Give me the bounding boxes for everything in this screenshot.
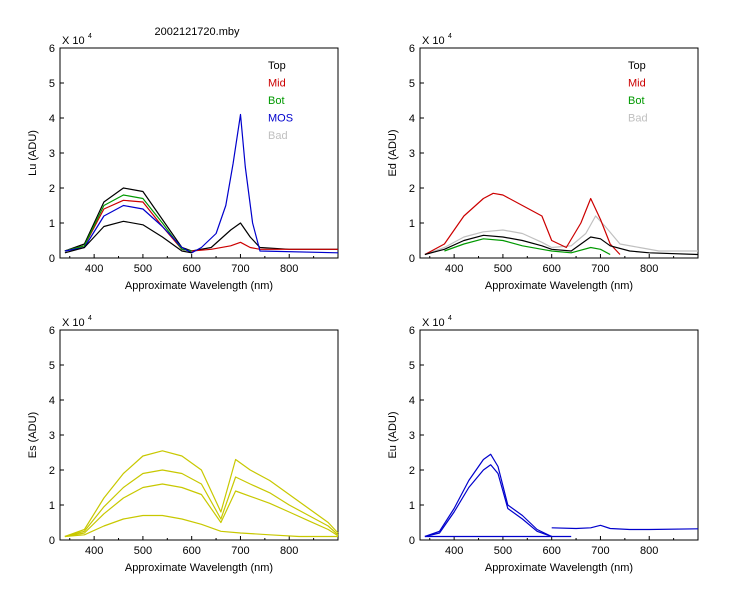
ed-exponent-label: X 10 bbox=[422, 35, 445, 47]
eu-y-tick-label: 5 bbox=[409, 360, 415, 372]
eu-series-line bbox=[551, 524, 699, 531]
ed-legend-entry: Top bbox=[628, 60, 646, 72]
lu-y-axis-label: Lu (ADU) bbox=[27, 130, 39, 176]
ed-y-tick-label: 2 bbox=[409, 183, 415, 195]
ed-exponent-power: 4 bbox=[448, 33, 452, 40]
lu-x-axis-label: Approximate Wavelength (nm) bbox=[125, 280, 273, 292]
ed-x-tick-label: 400 bbox=[445, 263, 463, 275]
lu-x-tick-label: 700 bbox=[231, 263, 249, 275]
es-y-axis-label: Es (ADU) bbox=[27, 412, 39, 458]
eu-y-tick-label: 1 bbox=[409, 500, 415, 512]
lu-x-tick-label: 600 bbox=[183, 263, 201, 275]
es-exponent-power: 4 bbox=[88, 315, 92, 322]
ed-x-tick-label: 700 bbox=[591, 263, 609, 275]
lu-exponent-power: 4 bbox=[88, 33, 92, 40]
es-series-line bbox=[64, 514, 338, 538]
es-x-tick-label: 600 bbox=[183, 545, 201, 557]
ed-y-tick-label: 5 bbox=[409, 78, 415, 90]
ed-series-line bbox=[424, 234, 699, 256]
ed-x-tick-label: 500 bbox=[494, 263, 512, 275]
eu-series-line bbox=[424, 453, 552, 538]
es-y-tick-label: 6 bbox=[49, 325, 55, 337]
lu-legend-entry: Top bbox=[268, 60, 286, 72]
eu-y-axis-label: Eu (ADU) bbox=[387, 411, 399, 458]
lu-legend-entry: Mid bbox=[268, 78, 286, 90]
es-x-tick-label: 500 bbox=[134, 545, 152, 557]
eu-x-tick-label: 800 bbox=[640, 545, 658, 557]
ed-y-axis-label: Ed (ADU) bbox=[387, 129, 399, 176]
es-x-tick-label: 400 bbox=[85, 545, 103, 557]
es-series-line bbox=[64, 450, 339, 538]
ed-y-tick-label: 4 bbox=[409, 113, 415, 125]
lu-y-tick-label: 0 bbox=[49, 253, 55, 265]
lu-y-tick-label: 4 bbox=[49, 113, 55, 125]
ed-x-axis-label: Approximate Wavelength (nm) bbox=[485, 280, 633, 292]
es-x-tick-label: 800 bbox=[280, 545, 298, 557]
lu-y-tick-label: 5 bbox=[49, 78, 55, 90]
eu-plot-frame bbox=[419, 329, 699, 541]
es-x-tick-label: 700 bbox=[231, 545, 249, 557]
ed-legend-entry: Bad bbox=[628, 113, 648, 125]
eu-y-tick-label: 3 bbox=[409, 430, 415, 442]
lu-legend-entry: Bot bbox=[268, 95, 285, 107]
eu-exponent-power: 4 bbox=[448, 315, 452, 322]
es-x-axis-label: Approximate Wavelength (nm) bbox=[125, 562, 273, 574]
lu-x-tick-label: 500 bbox=[134, 263, 152, 275]
lu-legend-entry: Bad bbox=[268, 130, 288, 142]
ed-y-tick-label: 3 bbox=[409, 148, 415, 160]
ed-series-line bbox=[424, 215, 698, 256]
ed-series-line bbox=[424, 192, 621, 256]
lu-y-tick-label: 3 bbox=[49, 148, 55, 160]
es-exponent-label: X 10 bbox=[62, 317, 85, 329]
ed-y-tick-label: 0 bbox=[409, 253, 415, 265]
es-y-tick-label: 1 bbox=[49, 500, 55, 512]
eu-x-tick-label: 400 bbox=[445, 545, 463, 557]
lu-series-line bbox=[64, 194, 192, 252]
eu-x-tick-label: 500 bbox=[494, 545, 512, 557]
es-y-tick-label: 5 bbox=[49, 360, 55, 372]
eu-exponent-label: X 10 bbox=[422, 317, 445, 329]
ed-y-tick-label: 1 bbox=[409, 218, 415, 230]
figure-title: 2002121720.mby bbox=[154, 26, 240, 38]
ed-y-tick-label: 6 bbox=[409, 43, 415, 55]
ed-x-tick-label: 800 bbox=[640, 263, 658, 275]
lu-x-tick-label: 400 bbox=[85, 263, 103, 275]
eu-y-tick-label: 4 bbox=[409, 395, 415, 407]
es-y-tick-label: 4 bbox=[49, 395, 55, 407]
lu-legend-entry: MOS bbox=[268, 113, 293, 125]
lu-series-line bbox=[64, 113, 339, 254]
es-y-tick-label: 2 bbox=[49, 465, 55, 477]
eu-series-line bbox=[424, 464, 552, 538]
eu-x-axis-label: Approximate Wavelength (nm) bbox=[485, 562, 633, 574]
eu-x-tick-label: 600 bbox=[543, 545, 561, 557]
eu-x-tick-label: 700 bbox=[591, 545, 609, 557]
ed-legend-entry: Mid bbox=[628, 78, 646, 90]
lu-series-line bbox=[64, 187, 338, 252]
lu-plot-frame bbox=[59, 47, 339, 259]
lu-series-line bbox=[64, 220, 192, 254]
es-y-tick-label: 3 bbox=[49, 430, 55, 442]
ed-x-tick-label: 600 bbox=[543, 263, 561, 275]
es-series-line bbox=[64, 483, 339, 538]
lu-exponent-label: X 10 bbox=[62, 35, 85, 47]
eu-y-tick-label: 2 bbox=[409, 465, 415, 477]
lu-y-tick-label: 6 bbox=[49, 43, 55, 55]
lu-y-tick-label: 1 bbox=[49, 218, 55, 230]
ed-series-line bbox=[444, 238, 611, 256]
eu-y-tick-label: 6 bbox=[409, 325, 415, 337]
lu-y-tick-label: 2 bbox=[49, 183, 55, 195]
ed-plot-frame bbox=[419, 47, 699, 259]
es-series-line bbox=[64, 469, 339, 538]
eu-y-tick-label: 0 bbox=[409, 535, 415, 547]
lu-x-tick-label: 800 bbox=[280, 263, 298, 275]
ed-legend-entry: Bot bbox=[628, 95, 645, 107]
es-y-tick-label: 0 bbox=[49, 535, 55, 547]
